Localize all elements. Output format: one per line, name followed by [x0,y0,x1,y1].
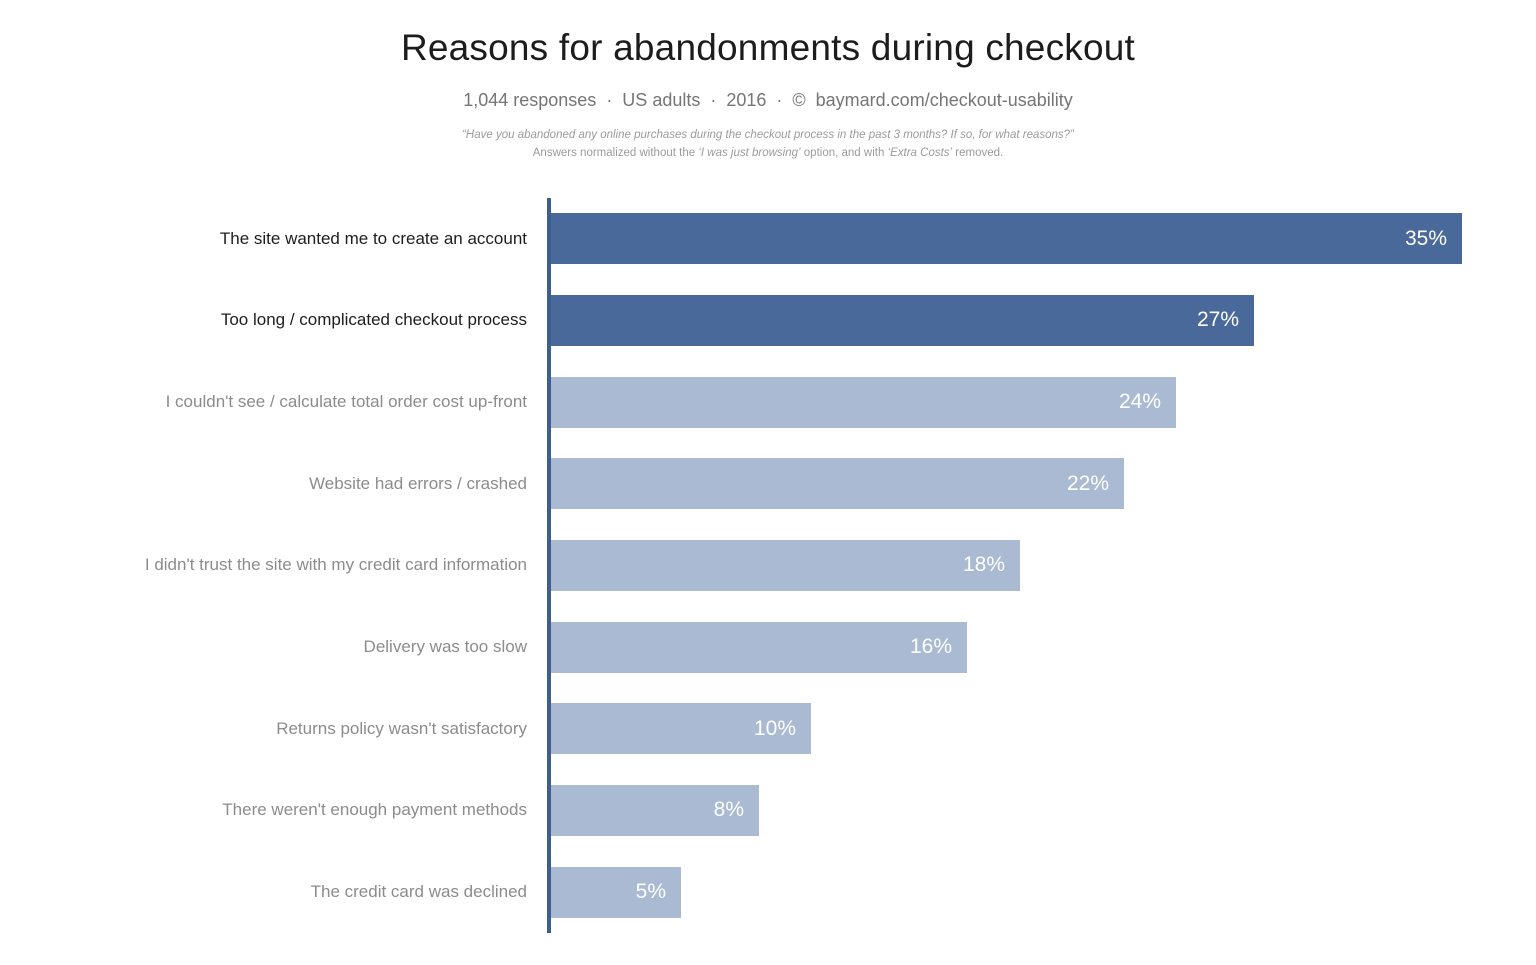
value-label: 8% [713,798,744,822]
chart-subtitle: 1,044 responses · US adults · 2016 · © b… [463,90,1073,110]
bar: 18% [551,539,1020,591]
value-label: 5% [635,880,666,904]
footnote-note-post: removed. [952,147,1004,159]
bar-track: 22% [551,458,1536,510]
bar-track: 35% [551,213,1536,265]
category-label: Delivery was too slow [363,636,527,656]
bar-row: The site wanted me to create an account … [0,198,1536,280]
footnote-note-italic1: ‘I was just browsing’ [698,147,801,159]
bar-track: 18% [551,539,1536,591]
bar-row: Website had errors / crashed 22% [0,443,1536,525]
bar-row: I couldn't see / calculate total order c… [0,361,1536,443]
bar: 10% [551,703,811,755]
category-label: There weren't enough payment methods [222,800,527,820]
bar: 16% [551,621,967,673]
bar-rows: The site wanted me to create an account … [0,198,1536,933]
bar-chart: The site wanted me to create an account … [0,198,1536,933]
footnote-note-italic2: ‘Extra Costs’ [887,147,953,159]
footnote-note-mid: option, and with [800,147,888,159]
value-label: 35% [1404,226,1447,250]
bar: 35% [551,213,1462,265]
category-label: Returns policy wasn't satisfactory [276,718,527,738]
footnote-note: Answers normalized without the ‘I was ju… [0,147,1536,159]
category-label: Too long / complicated checkout process [220,310,527,330]
bar: 22% [551,458,1124,510]
page-title: Reasons for abandonments during checkout [400,27,1136,68]
category-label: I didn't trust the site with my credit c… [144,555,527,575]
bar-track: 16% [551,621,1536,673]
value-label: 18% [962,553,1005,577]
bar-row: I didn't trust the site with my credit c… [0,525,1536,607]
bar: 8% [551,784,759,836]
value-label: 24% [1118,390,1161,414]
footnote-question: “Have you abandoned any online purchases… [462,129,1074,141]
value-label: 22% [1066,471,1109,495]
bar-row: Returns policy wasn't satisfactory 10% [0,688,1536,770]
bar-track: 27% [551,294,1536,346]
bar-row: The credit card was declined 5% [0,851,1536,933]
value-label: 27% [1196,308,1239,332]
category-label: I couldn't see / calculate total order c… [165,391,527,411]
bar-row: There weren't enough payment methods 8% [0,770,1536,852]
footnote-note-pre: Answers normalized without the [532,147,699,159]
y-axis-line [547,198,551,933]
category-label: The site wanted me to create an account [219,228,527,248]
bar-row: Delivery was too slow 16% [0,606,1536,688]
value-label: 16% [909,635,952,659]
category-label: The credit card was declined [310,881,527,901]
bar-track: 24% [551,376,1536,428]
category-label: Website had errors / crashed [309,473,527,493]
bar-track: 5% [551,866,1536,918]
bar-track: 8% [551,784,1536,836]
bar-track: 10% [551,703,1536,755]
value-label: 10% [753,716,796,740]
bar: 24% [551,376,1176,428]
bar: 5% [551,866,681,918]
bar: 27% [551,294,1254,346]
bar-row: Too long / complicated checkout process … [0,280,1536,362]
